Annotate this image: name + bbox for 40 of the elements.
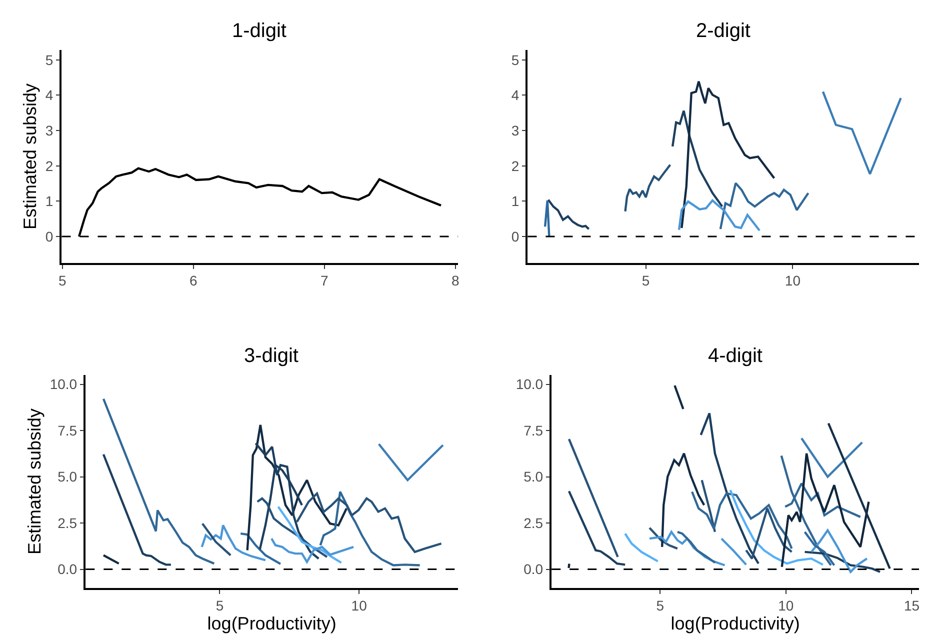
x-axis-title: log(Productivity) bbox=[207, 614, 336, 634]
x-tick-label: 10 bbox=[351, 598, 368, 614]
x-tick-label: 5 bbox=[642, 272, 650, 289]
x-tick-label: 5 bbox=[216, 598, 224, 614]
y-tick-label: 2 bbox=[45, 158, 54, 174]
y-tick-label: 7.5 bbox=[58, 422, 78, 438]
x-tick-label: 10 bbox=[784, 272, 801, 289]
y-tick-label: 5 bbox=[511, 52, 520, 68]
chart-title: 1-digit bbox=[232, 20, 287, 42]
y-tick-label: 3 bbox=[511, 122, 520, 138]
y-tick-label: 2 bbox=[511, 158, 520, 174]
x-axis-title: log(Productivity) bbox=[670, 614, 800, 634]
y-tick-label: 5.0 bbox=[524, 468, 544, 485]
chart-title: 4-digit bbox=[708, 345, 763, 367]
y-tick-label: 2.5 bbox=[58, 514, 78, 531]
x-tick-label: 8 bbox=[452, 272, 460, 289]
x-tick-label: 5 bbox=[656, 598, 664, 614]
x-tick-label: 10 bbox=[778, 598, 794, 614]
chart-title: 2-digit bbox=[696, 20, 751, 42]
x-tick-label: 15 bbox=[904, 598, 920, 614]
y-tick-label: 0 bbox=[511, 228, 520, 244]
y-tick-label: 2.5 bbox=[524, 514, 544, 531]
y-tick-label: 4 bbox=[45, 87, 54, 104]
y-tick-label: 4 bbox=[511, 87, 520, 104]
y-tick-label: 10.0 bbox=[516, 376, 544, 392]
y-tick-label: 10.0 bbox=[50, 376, 78, 392]
chart-title: 3-digit bbox=[244, 345, 299, 367]
y-tick-label: 7.5 bbox=[524, 422, 544, 438]
x-tick-label: 7 bbox=[320, 272, 329, 289]
y-tick-label: 1 bbox=[45, 193, 54, 210]
y-tick-label: 0.0 bbox=[58, 561, 78, 578]
y-tick-label: 0 bbox=[45, 228, 54, 244]
y-tick-label: 1 bbox=[511, 193, 520, 210]
y-axis-title: Estimated subsidy bbox=[24, 408, 45, 555]
y-axis-title: Estimated subsidy bbox=[20, 83, 40, 230]
y-tick-label: 5.0 bbox=[58, 468, 78, 485]
y-tick-label: 0.0 bbox=[524, 561, 544, 578]
y-tick-label: 3 bbox=[45, 122, 54, 138]
x-tick-label: 6 bbox=[190, 272, 198, 289]
y-tick-label: 5 bbox=[45, 52, 54, 68]
